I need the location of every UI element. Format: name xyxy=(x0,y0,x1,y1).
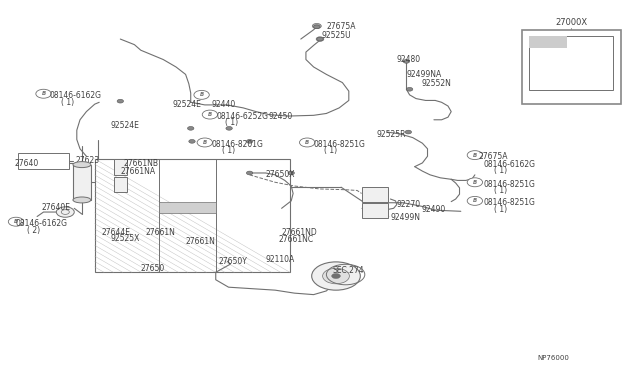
Circle shape xyxy=(323,268,349,284)
Text: 92525X: 92525X xyxy=(110,234,140,243)
Text: 27650Y: 27650Y xyxy=(219,257,248,266)
Circle shape xyxy=(202,110,218,119)
Circle shape xyxy=(332,273,340,279)
Text: 27661ND: 27661ND xyxy=(282,228,317,237)
Text: 92525U: 92525U xyxy=(321,31,351,40)
Circle shape xyxy=(405,130,412,134)
Circle shape xyxy=(226,126,232,130)
Text: ( 1): ( 1) xyxy=(324,146,338,155)
Text: ( 1): ( 1) xyxy=(225,118,239,127)
Text: B: B xyxy=(14,219,18,224)
Text: 92110A: 92110A xyxy=(266,255,295,264)
Circle shape xyxy=(188,126,194,130)
Circle shape xyxy=(36,89,51,98)
Bar xyxy=(529,36,613,90)
Bar xyxy=(362,187,388,202)
Text: 08146-8201G: 08146-8201G xyxy=(211,140,263,149)
Text: 27640: 27640 xyxy=(14,159,38,168)
Text: 08146-8251G: 08146-8251G xyxy=(483,198,535,207)
Text: 27661NB: 27661NB xyxy=(124,159,159,168)
Bar xyxy=(529,36,567,48)
Text: 92270: 92270 xyxy=(397,200,421,209)
Circle shape xyxy=(312,23,321,29)
Ellipse shape xyxy=(73,197,91,203)
Text: B: B xyxy=(200,92,204,97)
Text: B: B xyxy=(305,140,309,145)
Text: 08146-6252G: 08146-6252G xyxy=(216,112,268,121)
Text: SEC.274: SEC.274 xyxy=(333,266,364,275)
Text: 27644E: 27644E xyxy=(101,228,130,237)
Text: B: B xyxy=(473,153,477,158)
Text: 08146-6162G: 08146-6162G xyxy=(16,219,68,228)
Circle shape xyxy=(246,171,253,175)
Circle shape xyxy=(288,171,294,175)
Bar xyxy=(159,202,216,213)
Text: 27640E: 27640E xyxy=(42,203,70,212)
Text: 27661N: 27661N xyxy=(186,237,216,246)
Text: B: B xyxy=(208,112,212,117)
Text: 92524E: 92524E xyxy=(111,121,140,130)
Circle shape xyxy=(246,140,253,143)
Text: 27661NC: 27661NC xyxy=(278,235,314,244)
Circle shape xyxy=(467,151,483,160)
Text: 27675A: 27675A xyxy=(326,22,356,31)
Circle shape xyxy=(467,178,483,187)
Text: 27650X: 27650X xyxy=(266,170,295,179)
Text: ( 2): ( 2) xyxy=(27,226,40,235)
Text: 08146-6162G: 08146-6162G xyxy=(483,160,535,169)
Text: 92524E: 92524E xyxy=(173,100,202,109)
Text: 27000X: 27000X xyxy=(555,18,588,27)
Circle shape xyxy=(117,99,124,103)
Circle shape xyxy=(403,60,410,63)
Text: 08146-8251G: 08146-8251G xyxy=(314,140,365,149)
Bar xyxy=(522,30,621,104)
Text: B: B xyxy=(473,180,477,185)
Circle shape xyxy=(316,37,324,41)
Text: 92440: 92440 xyxy=(211,100,236,109)
Text: ( 1): ( 1) xyxy=(61,98,75,107)
Text: 92499NA: 92499NA xyxy=(406,70,442,79)
Text: 92490: 92490 xyxy=(421,205,445,214)
Text: 92552N: 92552N xyxy=(421,79,451,88)
Text: 27650: 27650 xyxy=(141,264,165,273)
Bar xyxy=(114,159,127,175)
Text: ( 1): ( 1) xyxy=(494,186,508,195)
Bar xyxy=(73,164,91,200)
Text: ( 1): ( 1) xyxy=(222,146,236,155)
Text: 27661N: 27661N xyxy=(146,228,176,237)
Circle shape xyxy=(406,87,413,91)
Text: 27675A: 27675A xyxy=(479,153,508,161)
Bar xyxy=(362,203,388,218)
Bar xyxy=(18,153,69,169)
Circle shape xyxy=(317,37,323,41)
Text: B: B xyxy=(42,91,45,96)
Circle shape xyxy=(467,196,483,205)
Text: NP76000: NP76000 xyxy=(538,355,570,361)
Circle shape xyxy=(194,90,209,99)
Text: ( 1): ( 1) xyxy=(494,166,508,175)
Text: 92450: 92450 xyxy=(269,112,293,121)
Text: 08146-6162G: 08146-6162G xyxy=(50,92,102,100)
Text: B: B xyxy=(203,140,207,145)
Ellipse shape xyxy=(73,161,91,167)
Text: 27661NA: 27661NA xyxy=(120,167,156,176)
Circle shape xyxy=(300,138,315,147)
Circle shape xyxy=(189,140,195,143)
Text: ( 1): ( 1) xyxy=(494,205,508,214)
Bar xyxy=(95,159,290,272)
Bar xyxy=(114,177,127,192)
Text: 92480: 92480 xyxy=(397,55,421,64)
Circle shape xyxy=(56,207,74,217)
Text: 08146-8251G: 08146-8251G xyxy=(483,180,535,189)
Text: 92499N: 92499N xyxy=(390,213,420,222)
Circle shape xyxy=(197,138,212,147)
Circle shape xyxy=(312,262,360,290)
Circle shape xyxy=(8,217,24,226)
Text: 27623: 27623 xyxy=(76,156,100,165)
Text: B: B xyxy=(473,198,477,203)
Circle shape xyxy=(314,25,320,29)
Text: 92525R: 92525R xyxy=(376,130,406,139)
